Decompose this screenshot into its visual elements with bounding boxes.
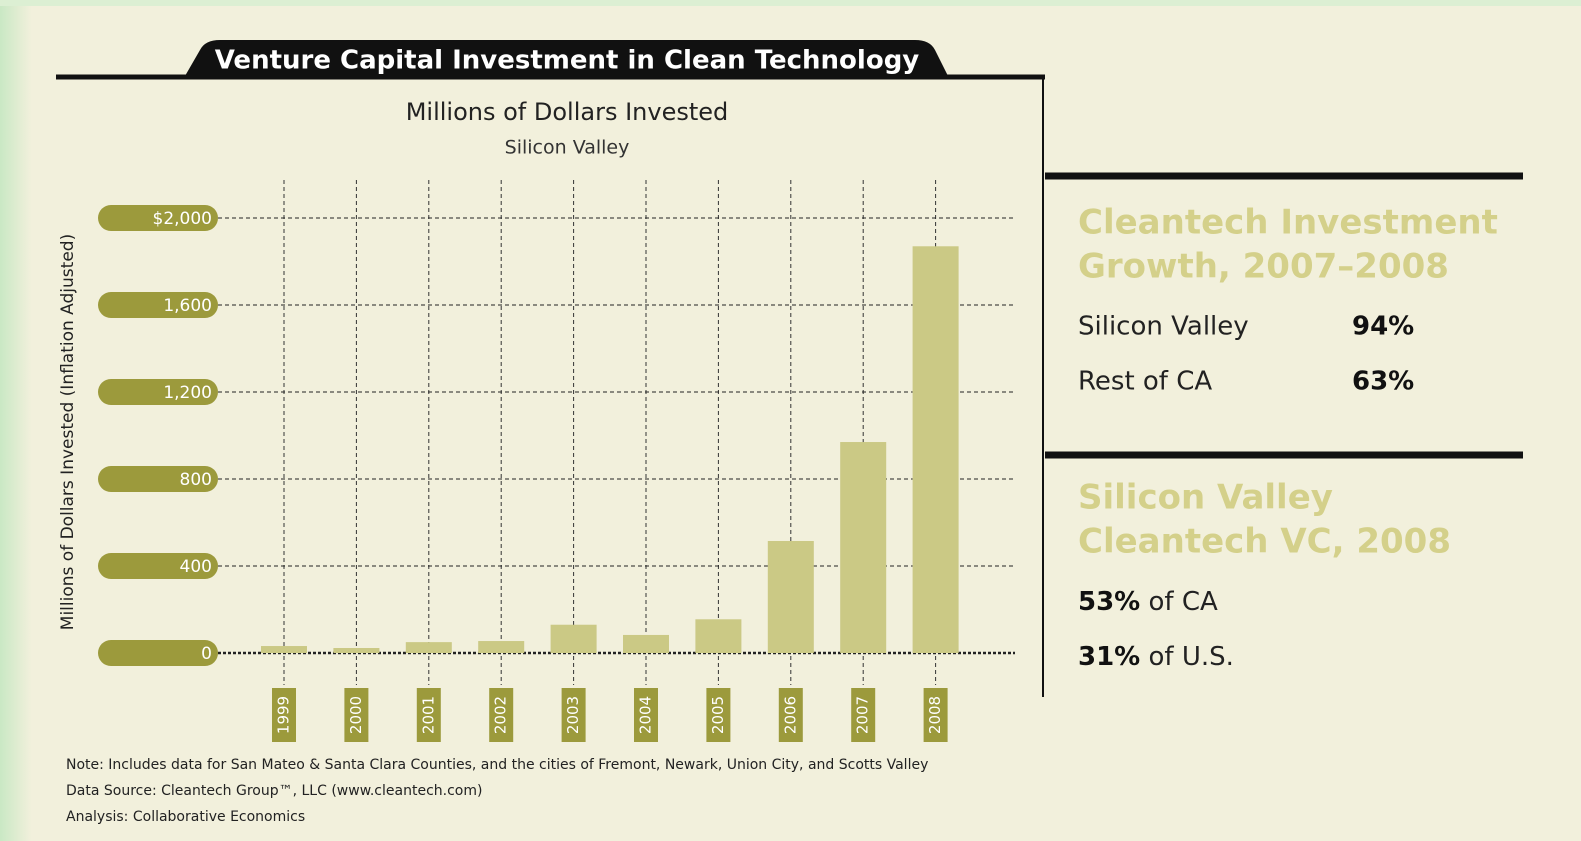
x-tick-label: 2000 [347, 696, 365, 734]
y-tick-pill [98, 640, 218, 666]
y-tick-label: 800 [180, 470, 212, 490]
bar [478, 641, 525, 653]
x-tick-label: 2007 [854, 696, 872, 734]
y-tick-label: 1,600 [163, 296, 212, 316]
chart-title: Venture Capital Investment in Clean Tech… [215, 46, 920, 76]
row-label: of CA [1149, 587, 1218, 617]
x-tick-label: 2006 [781, 696, 799, 734]
y-tick-pill [98, 553, 218, 579]
x-tick-box [778, 688, 803, 742]
y-tick-pill [98, 379, 218, 405]
bar [623, 634, 669, 653]
y-tick-label: 0 [201, 644, 212, 664]
bar [912, 246, 959, 653]
x-tick-label: 2003 [564, 696, 582, 734]
row-text: 53% of CA [1078, 587, 1218, 617]
panel-title: Silicon Valley [1078, 478, 1333, 518]
subtitle: Millions of Dollars Invested [406, 98, 729, 126]
note: Note: Includes data for San Mateo & Sant… [66, 757, 928, 773]
bar [695, 619, 742, 653]
title-tab [185, 40, 948, 76]
x-tick-box [416, 688, 441, 742]
bar [333, 647, 380, 653]
region: Silicon Valley [505, 137, 630, 159]
bar [550, 624, 597, 653]
x-tick-box [634, 688, 658, 742]
y-tick-label: $2,000 [153, 209, 212, 229]
bar [405, 642, 452, 653]
row-value: 63% [1352, 367, 1414, 397]
x-tick-label: 2001 [419, 696, 437, 734]
y-tick-label: 1,200 [163, 383, 212, 403]
x-tick-label: 2004 [637, 696, 655, 734]
panel-title: Growth, 2007–2008 [1078, 247, 1449, 287]
x-tick-box [851, 688, 876, 742]
x-tick-label: 1999 [275, 696, 293, 734]
note: Analysis: Collaborative Economics [66, 809, 305, 825]
row-value: 53% [1078, 587, 1140, 617]
y-axis-label: Millions of Dollars Invested (Inflation … [58, 234, 78, 630]
row-label: Silicon Valley [1078, 312, 1249, 342]
row-value: 94% [1352, 312, 1414, 342]
x-tick-label: 2005 [709, 696, 727, 734]
x-tick-label: 2002 [492, 696, 510, 734]
x-tick-box [561, 688, 586, 742]
bar [767, 540, 814, 653]
x-tick-label: 2008 [926, 696, 944, 734]
row-text: 31% of U.S. [1078, 642, 1234, 672]
x-tick-box [706, 688, 731, 742]
note: Data Source: Cleantech Group™, LLC (www.… [66, 783, 482, 799]
row-label: Rest of CA [1078, 367, 1212, 397]
x-tick-box [489, 688, 514, 742]
y-tick-pill [98, 292, 218, 318]
bar [261, 646, 307, 653]
top-edge [0, 0, 1581, 6]
panel-title: Cleantech VC, 2008 [1078, 522, 1451, 562]
x-tick-box [344, 688, 369, 742]
y-tick-pill [98, 466, 218, 492]
row-value: 31% [1078, 642, 1140, 672]
y-tick-label: 400 [180, 557, 212, 577]
x-tick-box [923, 688, 948, 742]
row-label: of U.S. [1149, 642, 1234, 672]
bar [840, 442, 887, 653]
x-tick-box [272, 688, 296, 742]
panel-title: Cleantech Investment [1078, 203, 1498, 243]
y-tick-pill [98, 205, 218, 231]
